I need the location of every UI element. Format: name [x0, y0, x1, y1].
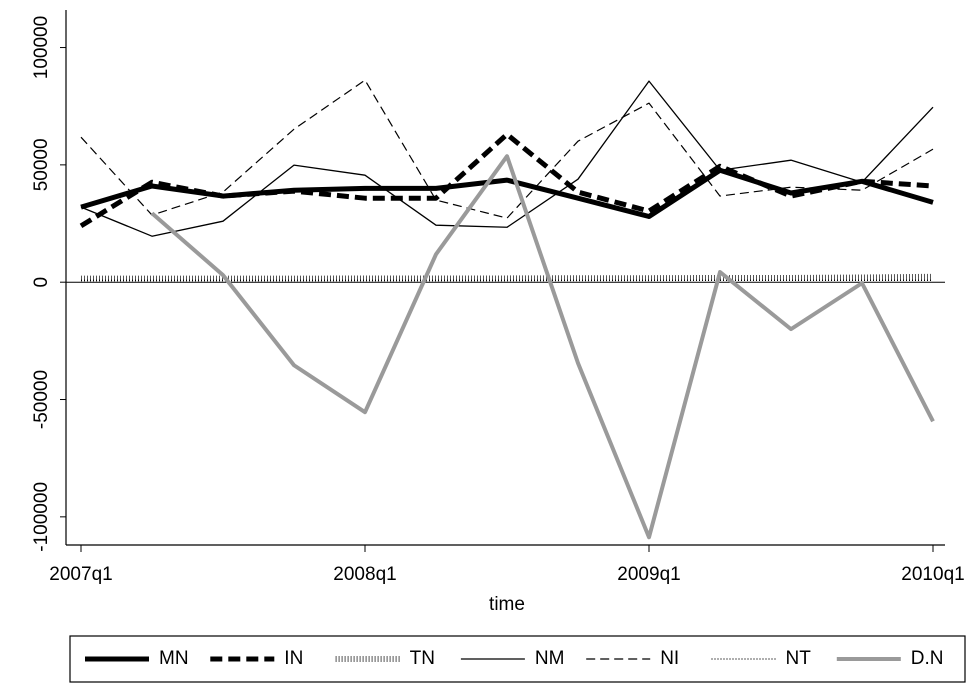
series-line: [80, 167, 934, 219]
x-tick-label: 2007q1: [49, 564, 112, 585]
legend-label: MN: [159, 648, 189, 669]
x-tick-label: 2009q1: [617, 564, 680, 585]
series-line: [150, 154, 935, 540]
legend-label: D.N: [911, 648, 944, 669]
y-tick-label: 100000: [31, 16, 52, 79]
x-tick-label: 2010q1: [901, 564, 964, 585]
y-tick-label: -50000: [31, 370, 52, 429]
series-line: [81, 273, 934, 282]
x-axis-title: time: [489, 594, 525, 615]
legend-box: [69, 635, 966, 683]
y-tick-label: 0: [31, 277, 52, 288]
legend-label: NI: [660, 648, 679, 669]
legend-label: TN: [410, 648, 435, 669]
legend-label: IN: [284, 648, 303, 669]
series-line: [80, 80, 934, 237]
y-tick-label: -100000: [31, 482, 52, 552]
series-line: [79, 131, 934, 229]
x-tick-label: 2008q1: [333, 564, 396, 585]
series-line: [80, 79, 934, 219]
legend-label: NT: [786, 648, 812, 669]
y-tick-label: 50000: [31, 138, 52, 191]
legend-label: NM: [535, 648, 565, 669]
